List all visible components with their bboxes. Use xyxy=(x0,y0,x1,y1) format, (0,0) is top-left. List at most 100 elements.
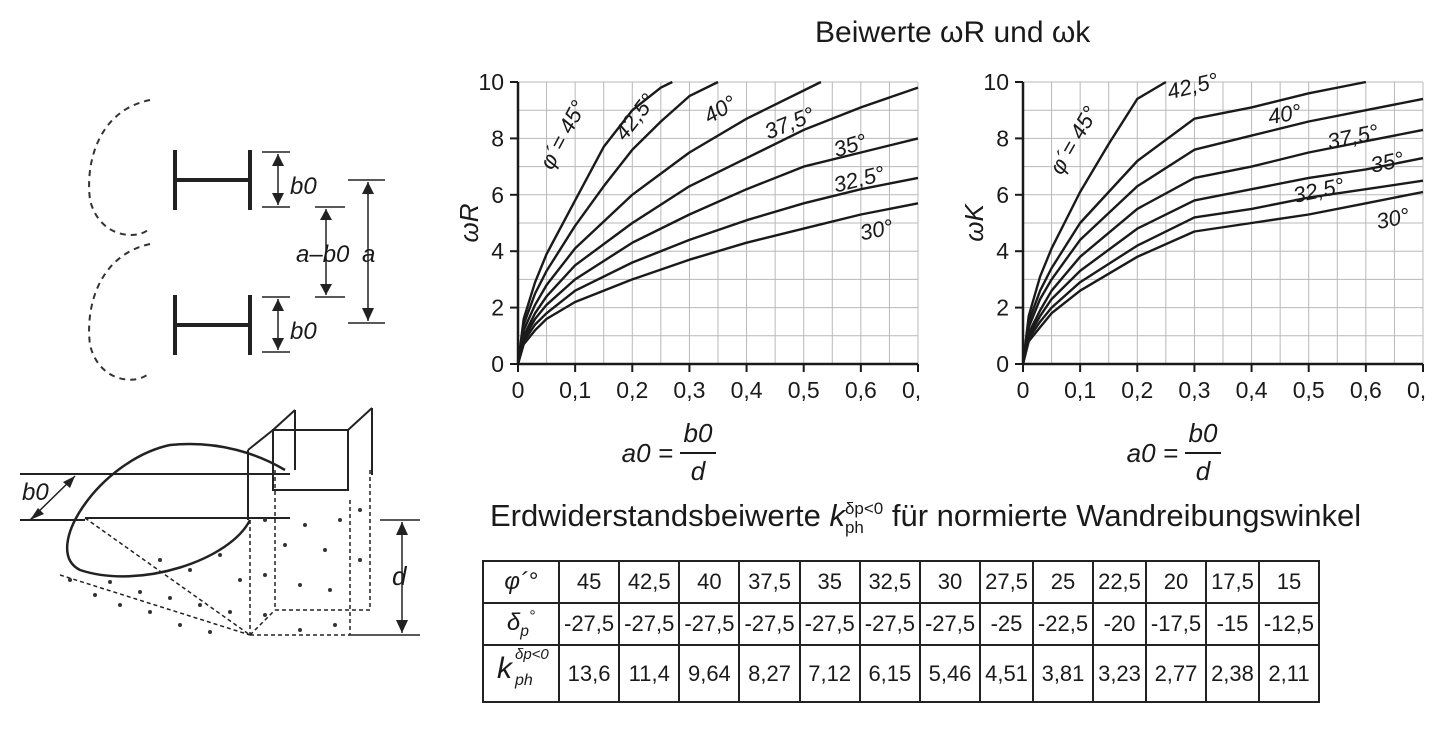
table-cell: 7,12 xyxy=(798,644,861,703)
x-label-num: b0 xyxy=(1189,418,1218,448)
y-tick-label: 0 xyxy=(491,351,504,377)
curve-label: 35° xyxy=(1368,146,1406,177)
label-b0-bottom: b0 xyxy=(290,318,317,345)
main-title: Beiwerte ωR und ωk xyxy=(815,16,1091,49)
label-b0-wedge: b0 xyxy=(22,479,49,506)
y-tick-label: 4 xyxy=(491,238,504,264)
label-a: a xyxy=(362,241,375,268)
x-axis-label: a0 = b0 d xyxy=(1127,418,1221,486)
coefficient-table: φ´° 45 42,5 40 37,5 35 32,5 30 27,5 25 22,5 20 17,5 1… xyxy=(482,560,1321,703)
y-tick-label: 10 xyxy=(478,69,504,95)
y-axis-label: ωK xyxy=(959,203,989,242)
x-tick-label: 0,7 xyxy=(902,377,920,403)
label-b0-top: b0 xyxy=(290,173,317,200)
x-label-den: d xyxy=(691,456,707,486)
series-line xyxy=(1021,80,1167,365)
table-cell: 8,27 xyxy=(738,644,801,703)
y-tick-label: 4 xyxy=(996,238,1009,264)
x-tick-label: 0,4 xyxy=(731,377,763,403)
series-line xyxy=(1021,80,1367,365)
x-tick-label: 0,2 xyxy=(1121,377,1153,403)
label-a-minus-b0: a–b0 xyxy=(296,241,350,268)
series-line xyxy=(516,202,919,365)
y-tick-label: 6 xyxy=(491,182,504,208)
curve-label: 35° xyxy=(831,128,870,162)
table-cell: -27,5 xyxy=(918,602,982,646)
table-cell: 9,64 xyxy=(678,644,741,703)
table-cell: -15 xyxy=(1205,602,1260,646)
x-tick-label: 0,3 xyxy=(673,377,705,403)
label-d: d xyxy=(392,561,408,591)
table-cell: 42,5 xyxy=(618,560,681,604)
y-tick-label: 2 xyxy=(996,295,1009,321)
curve-label: φ´= 45° xyxy=(534,96,591,173)
table-cell: 3,23 xyxy=(1092,644,1147,703)
table-cell: 32,5 xyxy=(858,560,921,604)
table-cell: 45 xyxy=(557,560,621,604)
table-row: φ´° 45 42,5 40 37,5 35 32,5 30 27,5 25 22,5 20 17,5 1… xyxy=(482,560,1321,604)
table-cell: 27,5 xyxy=(979,560,1034,604)
table-row: k δp<0 ph 13,6 11,4 9,64 8,27 7,12 6,15 5,46 4,51 3… xyxy=(482,644,1321,703)
table-cell: 6,15 xyxy=(858,644,921,703)
series-line xyxy=(1021,190,1424,365)
table-title-prefix: Erdwiderstandsbeiwerte xyxy=(490,498,830,533)
x-tick-label: 0,3 xyxy=(1178,377,1210,403)
row-header: k δp<0 ph xyxy=(482,644,560,703)
table-cell: -27,5 xyxy=(678,602,741,646)
x-tick-label: 0 xyxy=(512,377,525,403)
curve-label: 30° xyxy=(1374,203,1412,234)
table-row: δp° -27,5 -27,5 -27,5 -27,5 -27,5 -27,5 -27,5 -2… xyxy=(482,602,1321,646)
row-header: φ´° xyxy=(482,560,560,604)
table-cell: 37,5 xyxy=(738,560,801,604)
x-label-a0: a0 = xyxy=(622,438,673,468)
table-title-suffix: für normierte Wandreibungswinkel xyxy=(883,498,1362,533)
table-title: Erdwiderstandsbeiwerte k δp<0 ph für normi… xyxy=(490,498,1361,537)
x-axis-label: a0 = b0 d xyxy=(622,418,716,486)
table-cell: -20 xyxy=(1092,602,1147,646)
table-cell: -25 xyxy=(979,602,1034,646)
series-line xyxy=(516,176,919,365)
table-cell: 2,38 xyxy=(1205,644,1260,703)
x-tick-label: 0,6 xyxy=(1350,377,1382,403)
series-line xyxy=(516,86,919,365)
y-tick-label: 8 xyxy=(491,125,504,151)
table-cell: 15 xyxy=(1257,560,1321,604)
series-line xyxy=(516,80,822,365)
table-cell: 3,81 xyxy=(1031,644,1095,703)
table-cell: -22,5 xyxy=(1031,602,1095,646)
y-axis-label: ωR xyxy=(454,203,484,242)
curve-label: 32,5° xyxy=(1291,173,1347,208)
table-cell: 13,6 xyxy=(557,644,621,703)
y-tick-label: 2 xyxy=(491,295,504,321)
table-cell: 40 xyxy=(678,560,741,604)
x-tick-label: 0,1 xyxy=(559,377,591,403)
table-cell: 11,4 xyxy=(618,644,681,703)
series-line xyxy=(1021,128,1424,365)
curve-label: 40° xyxy=(699,90,740,128)
table-cell: 35 xyxy=(798,560,861,604)
x-tick-label: 0,5 xyxy=(788,377,820,403)
curve-label: 42,5° xyxy=(1165,68,1221,105)
x-tick-label: 0,6 xyxy=(845,377,877,403)
curve-label: 37,5° xyxy=(1325,119,1381,154)
table-title-k: k xyxy=(829,498,845,533)
x-tick-label: 0,7 xyxy=(1407,377,1425,403)
row-header: δp° xyxy=(482,602,560,646)
table-title-sub: ph xyxy=(844,517,864,537)
table-cell: -27,5 xyxy=(858,602,921,646)
y-tick-label: 8 xyxy=(996,125,1009,151)
table-cell: -17,5 xyxy=(1144,602,1208,646)
curve-label: 40° xyxy=(1266,99,1303,129)
table-cell: -12,5 xyxy=(1257,602,1321,646)
table-cell: 2,77 xyxy=(1144,644,1208,703)
x-label-num: b0 xyxy=(684,418,713,448)
table-cell: 22,5 xyxy=(1092,560,1147,604)
table-cell: 17,5 xyxy=(1205,560,1260,604)
table-cell: -27,5 xyxy=(738,602,801,646)
series-line xyxy=(1021,179,1424,365)
x-tick-label: 0,5 xyxy=(1293,377,1325,403)
table-cell: 20 xyxy=(1144,560,1208,604)
table-cell: -27,5 xyxy=(557,602,621,646)
table-title-sup: δp<0 xyxy=(844,498,884,518)
